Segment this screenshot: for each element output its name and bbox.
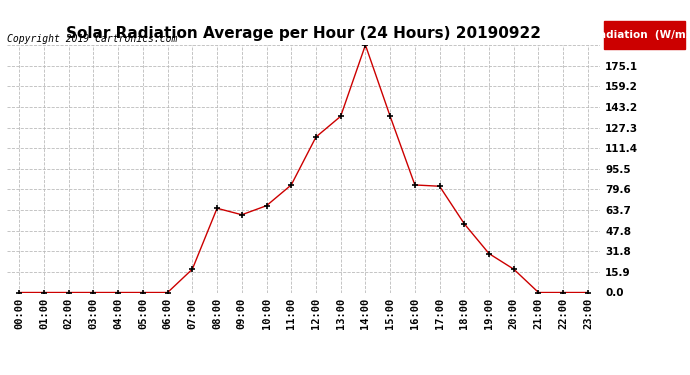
Text: Solar Radiation Average per Hour (24 Hours) 20190922: Solar Radiation Average per Hour (24 Hou… bbox=[66, 26, 541, 41]
Text: Radiation  (W/m2): Radiation (W/m2) bbox=[591, 30, 690, 40]
Text: Copyright 2019 Cartronics.com: Copyright 2019 Cartronics.com bbox=[7, 34, 177, 44]
